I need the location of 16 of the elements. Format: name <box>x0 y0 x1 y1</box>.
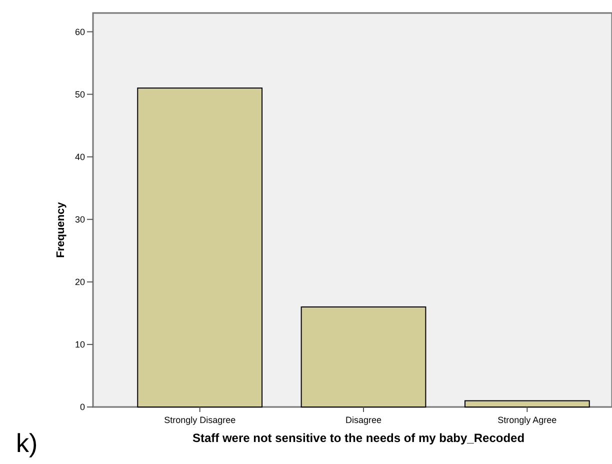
x-axis-title: Staff were not sensitive to the needs of my baby_Recoded <box>192 431 525 445</box>
y-tick-label: 40 <box>74 152 85 162</box>
y-axis-title: Frequency <box>55 201 67 258</box>
y-tick-label: 50 <box>74 89 85 100</box>
bar <box>464 400 590 408</box>
bar <box>137 88 263 408</box>
text: k) <box>16 428 38 458</box>
bar <box>300 306 426 408</box>
y-tick-label: 60 <box>74 26 85 37</box>
x-tick-label: Strongly Disagree <box>164 415 236 425</box>
y-tick-label: 20 <box>74 277 85 288</box>
x-tick-label: Disagree <box>345 415 382 425</box>
x-tick-label: Strongly Agree <box>498 415 557 425</box>
y-tick-label: 30 <box>74 214 85 225</box>
y-tick-label: 10 <box>74 340 85 350</box>
y-tick-label: 0 <box>80 402 85 412</box>
